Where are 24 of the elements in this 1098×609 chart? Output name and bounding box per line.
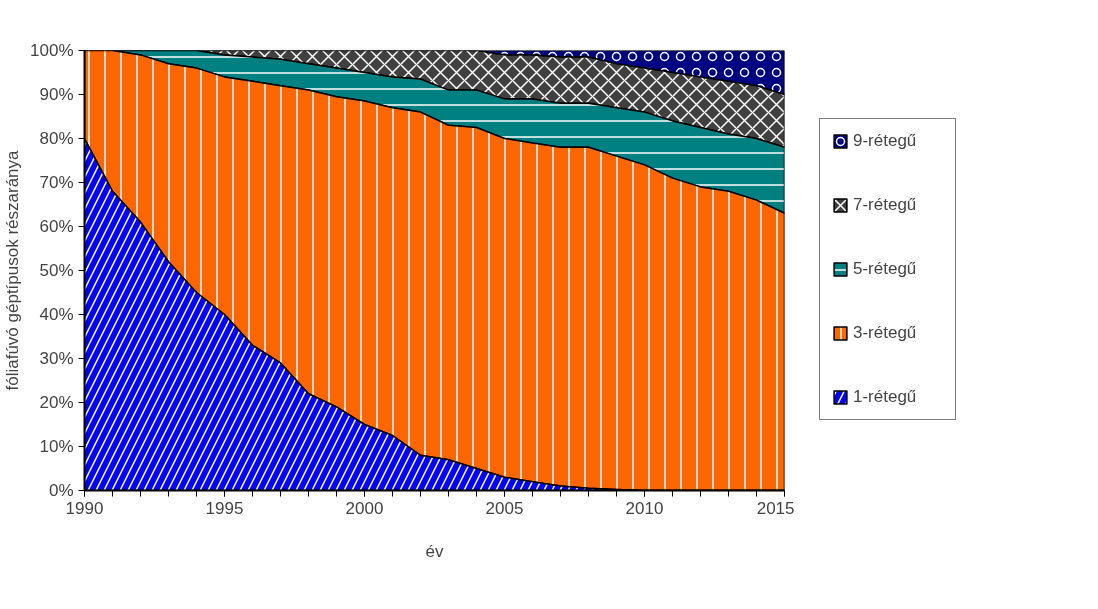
x-tick-label: 2015 [756, 498, 795, 518]
x-tick-label: 2005 [485, 498, 524, 518]
y-tick-label: 50% [39, 261, 74, 280]
legend-label: 9-rétegű [853, 130, 918, 151]
y-tick-label: 70% [39, 173, 74, 192]
y-tick-label: 0% [48, 481, 74, 500]
x-tick-label: 2000 [345, 498, 384, 518]
x-axis-title: év [425, 541, 444, 561]
x-tick-label: 2010 [625, 498, 664, 518]
y-tick-label: 90% [39, 85, 74, 104]
y-tick-label: 80% [39, 129, 74, 148]
y-tick-label: 20% [39, 393, 74, 412]
x-tick-label: 1995 [205, 498, 244, 518]
legend-label: 3-rétegű [853, 322, 918, 343]
legend-label: 7-rétegű [853, 194, 918, 215]
x-tick-label: 1990 [65, 498, 104, 518]
y-tick-label: 30% [39, 349, 74, 368]
legend-label: 5-rétegű [853, 258, 918, 279]
y-axis-title: fóliafúvó géptípusok részaránya [3, 149, 23, 391]
y-tick-label: 40% [39, 305, 74, 324]
y-tick-label: 100% [30, 41, 74, 60]
y-tick-label: 60% [39, 217, 74, 236]
y-tick-label: 10% [39, 437, 74, 456]
legend-label: 1-rétegű [853, 386, 918, 407]
